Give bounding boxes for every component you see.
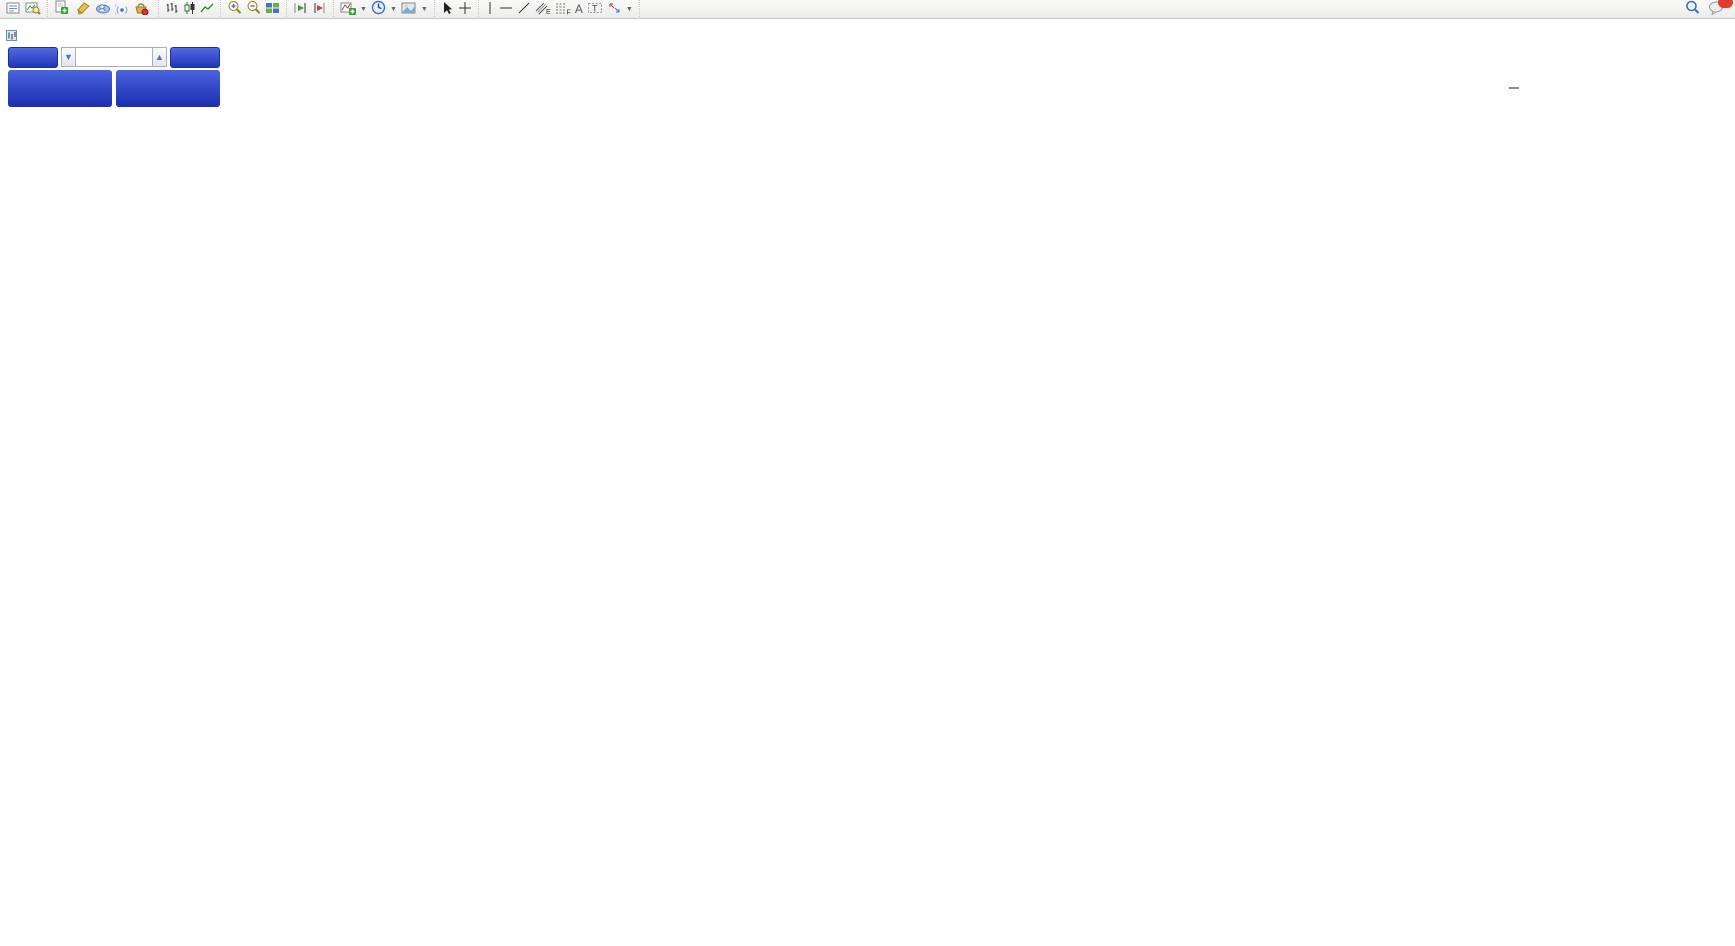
- timeframe-group: [638, 0, 648, 19]
- bar-chart-mode-button[interactable]: [163, 0, 181, 19]
- clock-icon: [371, 0, 386, 18]
- text-tool-button[interactable]: A: [573, 1, 585, 17]
- market-watch-toggle-button[interactable]: [4, 0, 23, 19]
- horizontal-line-icon: [499, 1, 513, 18]
- vertical-line-tool-button[interactable]: [483, 0, 497, 19]
- arrows-dropdown-caret[interactable]: ▼: [625, 5, 633, 13]
- autotrading-button[interactable]: [131, 0, 154, 19]
- zoom-out-button[interactable]: [244, 0, 263, 19]
- zoom-out-icon: [246, 0, 261, 18]
- bar-chart-icon: [165, 1, 179, 18]
- templates-button[interactable]: ▼: [399, 0, 430, 19]
- zoom-in-button[interactable]: [225, 0, 244, 19]
- auto-scroll-icon: [293, 1, 308, 18]
- community-cloud-icon: [95, 1, 111, 18]
- tile-windows-icon: [265, 1, 280, 18]
- indicators-dropdown-caret[interactable]: ▼: [360, 5, 367, 13]
- metaeditor-button[interactable]: [74, 0, 93, 19]
- indicators-button[interactable]: ▼: [338, 0, 369, 19]
- vertical-line-icon: [485, 1, 495, 18]
- tile-windows-button[interactable]: [263, 0, 282, 19]
- candlestick-icon: [183, 1, 196, 18]
- chart-shift-icon: [312, 1, 327, 18]
- notification-count-badge: [1718, 0, 1733, 8]
- market-watch-icon: [6, 1, 21, 18]
- svg-text:T: T: [592, 3, 598, 13]
- search-button[interactable]: [1683, 0, 1702, 19]
- line-chart-mode-button[interactable]: [198, 0, 216, 19]
- volume-stepper: ▼ ▲: [61, 47, 167, 67]
- chart-window-icon: [6, 30, 17, 44]
- fibonacci-tool-button[interactable]: F: [553, 0, 573, 19]
- notifications-button[interactable]: [1706, 0, 1733, 19]
- templates-icon: [401, 1, 417, 18]
- data-window-button[interactable]: [23, 0, 43, 19]
- volume-decrease-button[interactable]: ▼: [61, 47, 76, 67]
- text-icon: A: [574, 2, 583, 16]
- new-order-icon: [54, 0, 69, 18]
- volume-input[interactable]: [76, 47, 152, 67]
- text-label-tool-button[interactable]: T: [585, 0, 605, 19]
- arrows-icon: [607, 1, 622, 18]
- autotrading-icon: [133, 1, 149, 18]
- zoom-in-icon: [227, 0, 242, 18]
- data-window-icon: [25, 1, 41, 18]
- horizontal-line-tool-button[interactable]: [497, 0, 515, 19]
- crosshair-tool-button[interactable]: [456, 0, 474, 19]
- indicators-add-icon: [340, 1, 356, 18]
- search-icon: [1685, 0, 1700, 18]
- metaeditor-icon: [76, 1, 91, 18]
- buy-button[interactable]: [170, 46, 220, 68]
- svg-text:E: E: [546, 9, 551, 15]
- one-click-trading-panel: ▼ ▲: [8, 46, 220, 107]
- chart-title: [6, 30, 27, 44]
- trendline-icon: [517, 1, 531, 18]
- chart-shift-button[interactable]: [310, 0, 329, 19]
- candlestick-mode-button[interactable]: [181, 0, 198, 19]
- sell-button[interactable]: [8, 46, 58, 68]
- equidistant-channel-icon: E: [535, 1, 551, 18]
- trendline-tool-button[interactable]: [515, 0, 533, 19]
- community-button[interactable]: [93, 0, 113, 19]
- signals-icon: [113, 1, 129, 18]
- bull-bear-turning-point-note[interactable]: [1509, 87, 1519, 89]
- bid-price-button[interactable]: [8, 70, 112, 107]
- periods-button[interactable]: ▼: [369, 0, 399, 19]
- cursor-icon: [441, 1, 454, 18]
- crosshair-icon: [458, 1, 472, 18]
- new-order-button[interactable]: [52, 0, 74, 19]
- periods-dropdown-caret[interactable]: ▼: [389, 5, 397, 13]
- cursor-tool-button[interactable]: [439, 0, 456, 19]
- svg-text:F: F: [566, 9, 570, 15]
- main-toolbar: ▼ ▼ ▼ E F A T ▼: [0, 0, 1735, 19]
- templates-dropdown-caret[interactable]: ▼: [420, 5, 428, 13]
- line-chart-icon: [200, 1, 214, 18]
- text-label-icon: T: [587, 1, 603, 18]
- ask-price-button[interactable]: [116, 70, 220, 107]
- fibonacci-icon: F: [555, 1, 571, 18]
- volume-increase-button[interactable]: ▲: [152, 47, 167, 67]
- channel-tool-button[interactable]: E: [533, 0, 553, 19]
- auto-scroll-button[interactable]: [291, 0, 310, 19]
- signals-button[interactable]: [113, 0, 131, 19]
- arrows-tool-button[interactable]: ▼: [605, 0, 635, 19]
